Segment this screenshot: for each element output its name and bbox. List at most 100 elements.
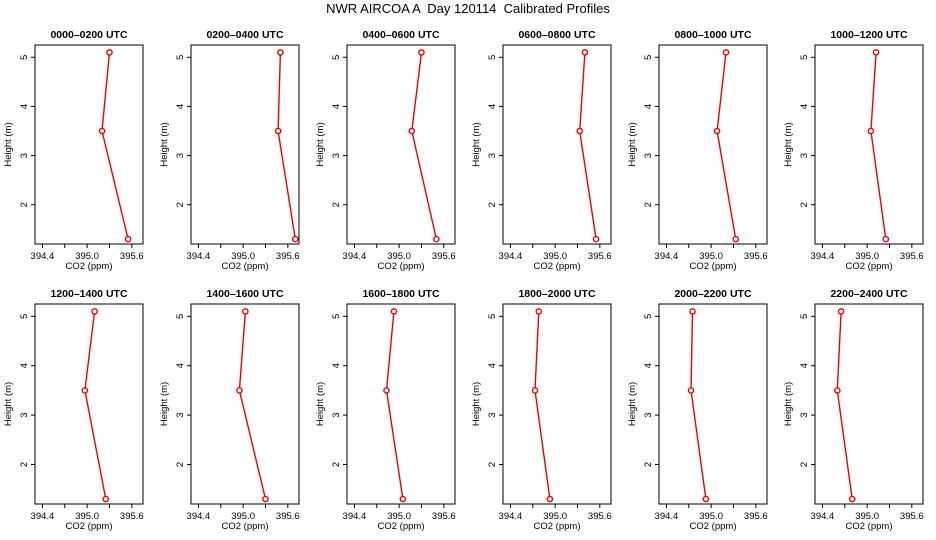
y-tick-label: 5 <box>487 55 498 60</box>
data-point <box>867 127 875 135</box>
data-point <box>689 308 696 315</box>
y-tick-label: 5 <box>175 314 186 319</box>
y-axis-title: Height (m) <box>627 382 638 426</box>
plot-frame <box>502 44 612 245</box>
x-tick-label: 395.6 <box>588 251 612 262</box>
data-point <box>242 308 249 315</box>
plot-frame <box>346 44 456 245</box>
series-line <box>534 311 551 500</box>
x-tick-label: 395.6 <box>588 511 612 522</box>
panel-7: 1200–1400 UTC 394.4 395.0 395.6 2 3 4 5 CO2 (ppm… <box>3 288 144 532</box>
plot-frame <box>190 303 300 505</box>
panel-title: 0000–0200 UTC <box>50 29 127 41</box>
data-point <box>418 49 425 56</box>
x-tick-label: 395.0 <box>699 511 723 522</box>
x-tick-label: 394.4 <box>811 511 835 522</box>
x-tick-label: 395.0 <box>231 511 255 522</box>
y-axis-title: Height (m) <box>3 122 14 166</box>
panel-10: 1800–2000 UTC 394.4 395.0 395.6 2 3 4 5 CO2 (ppm… <box>471 288 612 532</box>
y-tick-label: 3 <box>175 153 186 158</box>
panel-12: 2200–2400 UTC 394.4 395.0 395.6 2 3 4 5 CO2 (ppm… <box>783 288 924 532</box>
data-point <box>124 235 132 243</box>
plot-frame <box>814 303 924 505</box>
data-point <box>848 495 856 503</box>
panel-8: 1400–1600 UTC 394.4 395.0 395.6 2 3 4 5 CO2 (ppm… <box>159 288 300 532</box>
y-tick-label: 3 <box>487 153 498 158</box>
y-tick-label: 4 <box>643 104 654 109</box>
y-tick-label: 2 <box>799 462 810 467</box>
y-tick-label: 2 <box>175 462 186 467</box>
plot-frame <box>346 303 456 505</box>
y-axis-title: Height (m) <box>471 382 482 426</box>
y-tick-label: 5 <box>643 314 654 319</box>
plot-frame <box>190 44 300 245</box>
y-tick-label: 4 <box>487 363 498 368</box>
data-point <box>872 49 880 56</box>
x-tick-label: 395.6 <box>120 251 144 262</box>
y-tick-label: 5 <box>331 314 342 319</box>
x-tick-label: 394.4 <box>187 511 211 522</box>
plot-frame <box>658 44 768 245</box>
x-tick-label: 395.6 <box>432 251 456 262</box>
data-point <box>576 127 584 135</box>
x-tick-label: 395.0 <box>75 511 99 522</box>
figure-title: NWR AIRCOA A Day 120114 Calibrated Profi… <box>326 1 610 16</box>
panel-title: 2000–2200 UTC <box>674 288 751 300</box>
data-point <box>81 387 89 394</box>
x-tick-label: 394.4 <box>499 511 523 522</box>
y-tick-label: 5 <box>643 55 654 60</box>
y-tick-label: 5 <box>331 55 342 60</box>
x-tick-label: 395.6 <box>120 511 144 522</box>
panel-title: 0600–0800 UTC <box>518 29 595 41</box>
data-point <box>837 308 845 315</box>
x-tick-label: 395.6 <box>276 511 300 522</box>
data-point <box>291 235 299 243</box>
x-tick-label: 395.6 <box>900 251 924 262</box>
x-tick-label: 395.6 <box>900 511 924 522</box>
x-tick-label: 394.4 <box>187 251 211 262</box>
data-point <box>687 387 695 394</box>
y-tick-label: 4 <box>331 104 342 109</box>
y-axis-title: Height (m) <box>3 382 14 426</box>
y-tick-label: 4 <box>799 363 810 368</box>
y-axis-title: Height (m) <box>315 122 326 166</box>
plot-frame <box>34 44 144 245</box>
panel-3: 0400–0600 UTC 394.4 395.0 395.6 2 3 4 5 CO2 (ppm… <box>315 29 456 272</box>
x-tick-label: 394.4 <box>811 251 835 262</box>
x-tick-label: 395.0 <box>387 251 411 262</box>
x-tick-label: 394.4 <box>31 511 55 522</box>
y-tick-label: 2 <box>175 202 186 207</box>
panel-title: 1800–2000 UTC <box>518 288 595 300</box>
y-tick-label: 2 <box>799 202 810 207</box>
y-axis-title: Height (m) <box>159 122 170 166</box>
y-axis-title: Height (m) <box>783 382 794 426</box>
plot-frame <box>814 44 924 245</box>
x-axis-title: CO2 (ppm) <box>846 521 893 532</box>
data-point <box>713 127 721 135</box>
y-axis-title: Height (m) <box>315 382 326 426</box>
x-axis-title: CO2 (ppm) <box>378 521 425 532</box>
x-tick-label: 394.4 <box>499 251 523 262</box>
x-tick-label: 394.4 <box>343 251 367 262</box>
data-point <box>433 235 440 243</box>
y-tick-label: 3 <box>643 412 654 417</box>
x-tick-label: 394.4 <box>655 251 679 262</box>
x-tick-label: 395.0 <box>387 511 411 522</box>
y-tick-label: 5 <box>799 314 810 319</box>
y-tick-label: 3 <box>331 153 342 158</box>
plot-frame <box>658 303 768 505</box>
data-point <box>531 387 539 394</box>
y-tick-label: 5 <box>175 55 186 60</box>
y-tick-label: 3 <box>643 153 654 158</box>
series-line <box>385 311 404 500</box>
y-tick-label: 3 <box>331 412 342 417</box>
panel-title: 1000–1200 UTC <box>830 29 907 41</box>
y-axis-title: Height (m) <box>783 122 794 166</box>
y-tick-label: 4 <box>643 363 654 368</box>
data-point <box>535 308 543 315</box>
data-point <box>91 308 98 315</box>
y-tick-label: 5 <box>487 314 498 319</box>
y-tick-label: 4 <box>19 104 30 109</box>
data-point <box>702 495 710 503</box>
panel-5: 0800–1000 UTC 394.4 395.0 395.6 2 3 4 5 CO2 (ppm… <box>627 29 768 272</box>
